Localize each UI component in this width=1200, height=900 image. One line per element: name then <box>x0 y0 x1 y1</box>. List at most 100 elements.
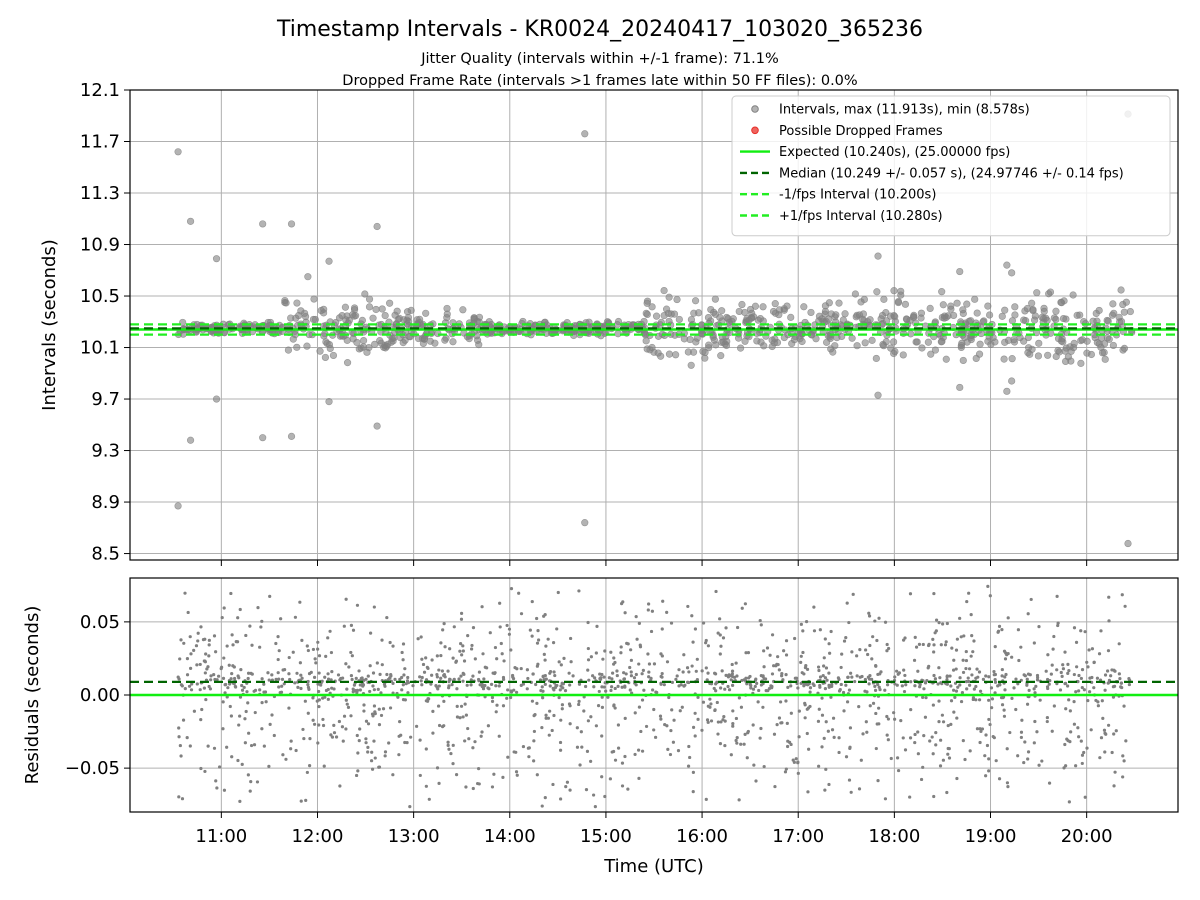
residual-point <box>437 684 441 688</box>
residual-point <box>364 719 369 723</box>
y-tick-label: 10.5 <box>80 286 120 307</box>
residual-point <box>873 688 878 693</box>
residual-point <box>1077 673 1081 678</box>
residual-point <box>1067 800 1071 804</box>
residual-point <box>357 739 361 743</box>
residual-point <box>299 799 303 803</box>
interval-point <box>1117 286 1125 294</box>
interval-point <box>1003 261 1011 269</box>
interval-point <box>431 339 439 347</box>
residual-point <box>744 676 748 680</box>
residual-point <box>362 709 366 713</box>
residual-point <box>546 716 550 720</box>
residual-point <box>795 676 799 680</box>
residual-point <box>306 679 310 684</box>
residual-point <box>874 664 878 668</box>
residual-point <box>622 677 627 681</box>
residual-point <box>1014 677 1018 681</box>
residual-point <box>344 727 348 731</box>
residual-point <box>446 740 450 744</box>
interval-point <box>660 286 668 295</box>
residual-point <box>729 674 733 678</box>
residual-point <box>704 638 708 643</box>
residual-point <box>262 744 266 748</box>
interval-point <box>899 351 907 359</box>
residual-point <box>505 623 509 628</box>
residual-point <box>903 748 908 752</box>
residual-point <box>1052 634 1056 639</box>
residual-point <box>748 683 752 687</box>
interval-point <box>724 314 732 323</box>
residual-point <box>1050 663 1054 667</box>
residual-point <box>985 743 990 748</box>
residual-point <box>969 654 973 658</box>
residual-point <box>440 669 444 673</box>
residual-point <box>992 673 996 677</box>
residual-point <box>1003 657 1008 661</box>
residual-point <box>509 689 513 693</box>
residual-point <box>827 782 831 787</box>
residual-point <box>943 643 948 647</box>
residual-point <box>770 684 774 689</box>
residual-point <box>314 661 318 665</box>
interval-point <box>756 314 764 323</box>
residual-point <box>1069 730 1073 734</box>
residual-point <box>527 746 531 750</box>
residual-point <box>955 716 959 720</box>
residual-point <box>886 683 890 687</box>
residual-point <box>853 679 857 684</box>
residual-point <box>997 624 1002 628</box>
residual-point <box>436 687 440 691</box>
interval-point <box>880 295 888 303</box>
residual-point <box>497 734 501 738</box>
interval-point <box>293 343 301 351</box>
residual-point <box>568 788 572 792</box>
residual-point <box>857 705 861 709</box>
interval-point <box>665 293 673 301</box>
residual-point <box>829 629 833 634</box>
residual-point <box>306 711 310 715</box>
interval-point <box>1069 291 1077 299</box>
legend-entry: Expected (10.240s), (25.00000 fps) <box>740 145 1010 160</box>
residual-point <box>867 682 871 686</box>
residual-point <box>490 695 495 700</box>
interval-point <box>956 267 964 276</box>
residual-point <box>276 635 280 639</box>
interval-point <box>1044 351 1052 359</box>
interval-point <box>718 307 726 315</box>
residual-point <box>961 670 966 675</box>
interval-point <box>890 287 898 295</box>
residual-point <box>1023 674 1027 678</box>
residual-point <box>837 750 841 755</box>
residual-point <box>388 706 393 710</box>
residual-point <box>706 704 710 708</box>
interval-point <box>672 351 680 359</box>
residual-point <box>634 672 638 677</box>
residual-point <box>463 739 467 743</box>
residual-point <box>670 680 674 684</box>
residual-point <box>328 629 332 633</box>
residual-point <box>369 631 373 635</box>
x-tick-label: 13:00 <box>388 826 440 847</box>
residual-point <box>209 678 213 682</box>
residual-point <box>602 675 606 679</box>
interval-point <box>807 308 815 317</box>
residual-point <box>875 638 879 643</box>
residual-point <box>716 631 720 635</box>
residual-point <box>258 688 262 692</box>
residual-point <box>1107 595 1111 599</box>
interval-point <box>738 300 746 309</box>
residual-point <box>820 713 825 717</box>
residual-point <box>543 682 547 686</box>
residual-point <box>282 682 286 686</box>
residual-point <box>552 713 556 718</box>
residual-point <box>745 682 749 686</box>
residual-point <box>876 682 880 687</box>
residual-point <box>587 678 591 682</box>
residual-point <box>885 642 889 647</box>
residual-point <box>706 720 710 724</box>
residual-point <box>908 795 912 799</box>
residual-point <box>511 673 515 678</box>
interval-point <box>361 290 369 298</box>
residual-point <box>990 697 995 701</box>
